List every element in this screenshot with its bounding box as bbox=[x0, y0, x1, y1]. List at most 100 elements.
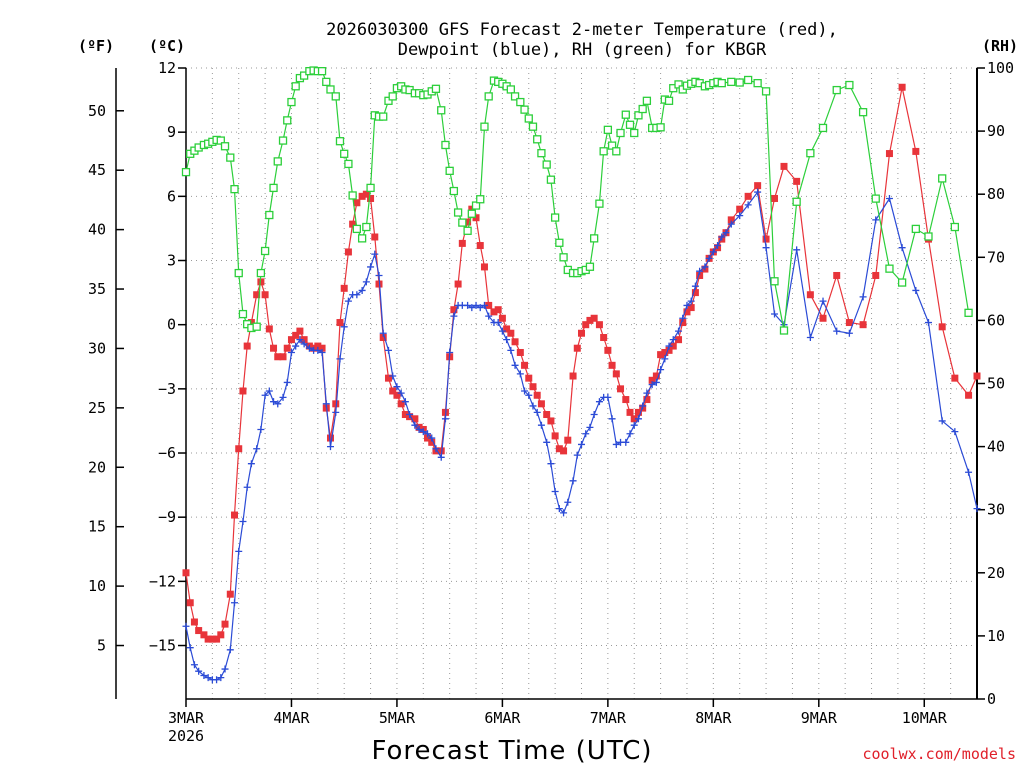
rh-point bbox=[871, 194, 880, 203]
temperature-point bbox=[353, 199, 361, 207]
dewpoint-point bbox=[340, 323, 348, 331]
dewpoint-point bbox=[727, 220, 735, 228]
dewpoint-point bbox=[701, 263, 709, 271]
rh-point bbox=[516, 97, 525, 107]
celsius-tick-label: −15 bbox=[149, 637, 176, 655]
dewpoint-point bbox=[485, 312, 493, 320]
rh-point bbox=[238, 309, 248, 319]
rh-point bbox=[595, 199, 604, 208]
dewpoint-point bbox=[213, 676, 221, 684]
fahrenheit-tick-label: 50 bbox=[88, 102, 106, 120]
dewpoint-point bbox=[480, 301, 488, 309]
rh-point bbox=[599, 147, 608, 156]
rh-point bbox=[299, 71, 309, 80]
dewpoint-point bbox=[476, 304, 484, 312]
temperature-point bbox=[349, 220, 357, 228]
rh-point bbox=[476, 195, 485, 204]
rh-point bbox=[506, 85, 515, 94]
dewpoint-point bbox=[661, 355, 669, 363]
gridlines bbox=[186, 67, 977, 699]
temperature-point bbox=[270, 344, 278, 352]
temperature-point bbox=[384, 374, 392, 382]
temperature-point bbox=[687, 304, 695, 312]
rh-point bbox=[278, 136, 288, 145]
temperature-point bbox=[498, 314, 506, 322]
temperature-point bbox=[657, 351, 665, 359]
rh-point bbox=[326, 85, 335, 94]
dewpoint-point bbox=[190, 661, 198, 669]
temperature-point bbox=[696, 271, 704, 279]
temperature-point bbox=[608, 361, 616, 369]
series-dewpoint bbox=[182, 188, 981, 684]
x-tick-label: 8MAR bbox=[695, 709, 732, 727]
rh-tick-label: 60 bbox=[987, 311, 1005, 329]
temperature-point bbox=[533, 391, 541, 399]
temperature-point bbox=[344, 248, 352, 256]
dewpoint-point bbox=[691, 282, 699, 290]
temperature-point bbox=[885, 150, 893, 158]
rh-point bbox=[362, 222, 371, 232]
dewpoint-point bbox=[397, 389, 405, 397]
temperature-point bbox=[274, 353, 282, 361]
temperature-point bbox=[283, 344, 291, 352]
dewpoint-point bbox=[318, 348, 326, 356]
dewpoint-point bbox=[344, 297, 352, 305]
dewpoint-point bbox=[912, 286, 920, 294]
dewpoint-point bbox=[833, 327, 841, 335]
dewpoint-point bbox=[287, 348, 295, 356]
temperature-point bbox=[665, 346, 673, 354]
rh-point bbox=[463, 226, 472, 235]
fahrenheit-tick-label: 30 bbox=[88, 339, 106, 357]
temperature-point bbox=[318, 344, 326, 352]
temperature-point bbox=[195, 627, 203, 635]
fahrenheit-axis-label: (ºF) bbox=[78, 37, 114, 55]
chart-title-line2: Dewpoint (blue), RH (green) for KBGR bbox=[398, 40, 767, 60]
temperature-point bbox=[590, 314, 598, 322]
temperature-point bbox=[428, 438, 436, 446]
dewpoint-point bbox=[358, 286, 366, 294]
rh-point bbox=[291, 82, 300, 91]
rh-point bbox=[674, 80, 683, 89]
rh-point bbox=[806, 149, 815, 158]
dewpoint-point bbox=[437, 453, 445, 461]
dewpoint-point bbox=[270, 398, 278, 406]
x-tick-label: 7MAR bbox=[590, 709, 627, 727]
dewpoint-point bbox=[371, 250, 379, 258]
dewpoint-point bbox=[353, 291, 361, 299]
temperature-point bbox=[551, 432, 559, 440]
rh-point bbox=[559, 253, 568, 262]
dewpoint-point bbox=[924, 319, 932, 327]
temperature-point bbox=[221, 620, 229, 628]
dewpoint-point bbox=[305, 344, 313, 352]
rh-point bbox=[590, 234, 599, 243]
rh-point bbox=[366, 183, 375, 193]
temperature-point bbox=[648, 376, 656, 384]
temperature-point bbox=[582, 321, 590, 329]
temperature-point bbox=[393, 391, 401, 399]
dewpoint-point bbox=[683, 301, 691, 309]
rh-tick-label: 80 bbox=[987, 185, 1005, 203]
temperature-point bbox=[612, 370, 620, 378]
dewpoint-point bbox=[630, 421, 638, 429]
dewpoint-point bbox=[296, 336, 304, 344]
credit-link[interactable]: coolwx.com/models bbox=[862, 745, 1016, 763]
rh-tick-label: 90 bbox=[987, 122, 1005, 140]
rh-point bbox=[938, 174, 947, 183]
dewpoint-point bbox=[261, 391, 269, 399]
temperature-point bbox=[555, 445, 563, 453]
temperature-point bbox=[358, 192, 366, 200]
temperature-point bbox=[560, 447, 568, 455]
temperature-point bbox=[762, 235, 770, 243]
dewpoint-point bbox=[503, 336, 511, 344]
dewpoint-point bbox=[608, 415, 616, 423]
rh-point bbox=[585, 262, 595, 271]
dewpoint-point bbox=[375, 271, 383, 279]
rh-point bbox=[761, 87, 771, 96]
temperature-point bbox=[819, 314, 827, 322]
rh-point bbox=[181, 167, 191, 177]
temperature-point bbox=[454, 280, 462, 288]
rh-tick-label: 30 bbox=[987, 501, 1005, 519]
x-tick-label: 3MAR bbox=[168, 709, 205, 727]
dewpoint-point bbox=[687, 297, 695, 305]
